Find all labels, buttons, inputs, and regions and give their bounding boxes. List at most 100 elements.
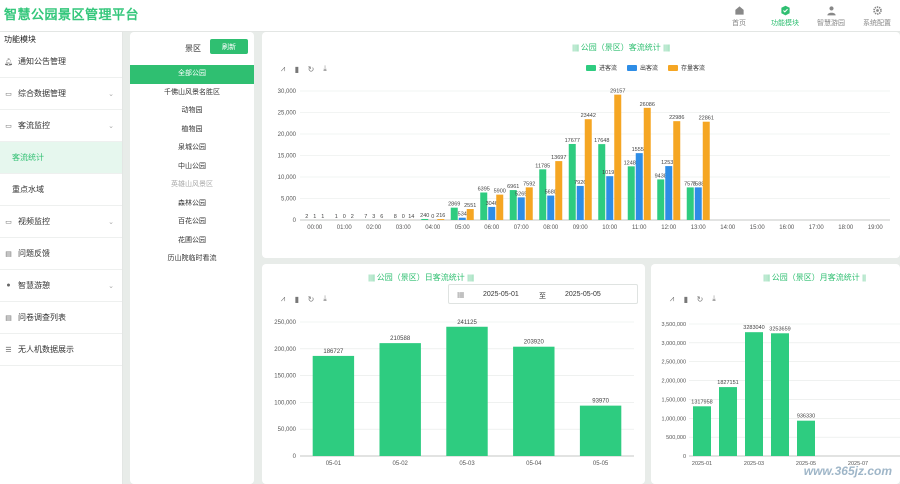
hourly-data-label: 13697 xyxy=(551,155,566,161)
legend-item[interactable]: 存量客流 xyxy=(668,63,705,72)
hourly-bar[interactable] xyxy=(643,107,651,220)
hourly-bar[interactable] xyxy=(568,143,576,220)
hourly-bar[interactable] xyxy=(694,187,702,220)
daily-bar[interactable] xyxy=(579,405,622,456)
tree-item[interactable]: 植物园 xyxy=(181,125,203,133)
tree-item[interactable]: 中山公园 xyxy=(178,162,206,170)
hourly-bar[interactable] xyxy=(421,218,429,220)
daily-data-label: 203920 xyxy=(524,340,545,346)
sidebar-item-6[interactable]: ▤ 问题反馈 xyxy=(0,238,122,270)
hourly-bar[interactable] xyxy=(488,206,496,220)
hourly-bar[interactable] xyxy=(665,166,673,220)
sidebar-item-1[interactable]: ▭ 综合数据管理 ⌄ xyxy=(0,78,122,110)
hourly-bar[interactable] xyxy=(466,209,474,220)
line-chart-icon[interactable]: ⩘ xyxy=(669,294,675,303)
hourly-bar[interactable] xyxy=(450,207,458,220)
sidebar-item-7[interactable]: ● 智慧游憩 ⌄ xyxy=(0,270,122,302)
hourly-bar[interactable] xyxy=(702,121,710,220)
restore-icon[interactable]: ↻ xyxy=(307,64,315,74)
sidebar-item-0[interactable]: 🔔︎ 通知公告管理 xyxy=(0,46,122,78)
line-chart-icon[interactable]: ⩘ xyxy=(280,294,286,303)
tree-item[interactable]: 英雄山风景区 xyxy=(171,181,213,188)
date-from[interactable]: 2025-05-01 xyxy=(483,291,519,298)
hourly-bar[interactable] xyxy=(555,161,563,220)
hourly-bar[interactable] xyxy=(458,217,466,220)
topnav-item-1[interactable]: 功能模块 xyxy=(762,0,808,32)
hourly-data-label: 7592 xyxy=(523,181,535,187)
hourly-bar[interactable] xyxy=(437,219,445,220)
bar-chart-icon[interactable]: ▮ xyxy=(683,294,689,304)
hourly-bar[interactable] xyxy=(509,190,517,220)
daily-flow-card: |||||||| 公园（景区）日客流统计 |||||||| ⩘ ▮ ↻ ⤓ ▦ 202… xyxy=(262,264,645,484)
tree-item[interactable]: 森林公园 xyxy=(178,199,206,207)
hourly-data-label: 6395 xyxy=(478,187,490,193)
daily-bar[interactable] xyxy=(312,355,355,456)
sidebar-item-3[interactable]: 客流统计 xyxy=(0,142,122,174)
x-tick-label: 19:00 xyxy=(868,225,884,231)
hourly-bar[interactable] xyxy=(657,179,665,220)
bar-chart-icon[interactable]: ▮ xyxy=(294,64,300,74)
x-tick-label: 12:00 xyxy=(661,225,677,231)
hourly-bar[interactable] xyxy=(517,197,525,220)
daily-bar[interactable] xyxy=(513,346,555,456)
tree-item[interactable]: 动物园 xyxy=(181,107,203,114)
tree-item[interactable]: 百花公园 xyxy=(178,218,206,225)
hourly-data-label: 2 xyxy=(305,214,308,220)
topnav-item-0[interactable]: 首页 xyxy=(716,0,762,32)
line-chart-icon[interactable]: ⩘ xyxy=(280,64,286,73)
hourly-bar[interactable] xyxy=(673,121,681,220)
hourly-data-label: 5265 xyxy=(515,191,527,197)
restore-icon[interactable]: ↻ xyxy=(696,294,704,304)
date-to[interactable]: 2025-05-05 xyxy=(565,291,601,298)
hourly-bar[interactable] xyxy=(627,166,635,220)
hourly-data-label: 23442 xyxy=(581,113,596,119)
sidebar-item-4[interactable]: 重点水域 xyxy=(0,174,122,206)
hourly-bar[interactable] xyxy=(635,153,643,220)
monthly-bar[interactable] xyxy=(693,406,711,456)
hourly-bar[interactable] xyxy=(539,169,547,220)
download-icon[interactable]: ⤓ xyxy=(323,294,327,303)
sidebar-item-2[interactable]: ▭ 客流监控 ⌄ xyxy=(0,110,122,142)
topnav-item-2[interactable]: 智慧游园 xyxy=(808,0,854,32)
hourly-bar[interactable] xyxy=(576,185,584,220)
hourly-bar[interactable] xyxy=(614,94,622,220)
tree-item[interactable]: 花圃公园 xyxy=(178,236,206,244)
date-range-picker[interactable]: ▦ 2025-05-01 至 2025-05-05 xyxy=(448,284,638,304)
sidebar-item-5[interactable]: ▭ 视频监控 ⌄ xyxy=(0,206,122,238)
restore-icon[interactable]: ↻ xyxy=(307,294,315,304)
hourly-legend: 进客流 出客流 存量客流 xyxy=(586,63,705,72)
topnav-item-3[interactable]: 系统配置 xyxy=(854,0,900,32)
chevron-down-icon: ⌄ xyxy=(108,282,114,290)
x-tick-label: 2025-03 xyxy=(744,461,764,467)
legend-item[interactable]: 出客流 xyxy=(627,63,658,72)
sidebar-item-9[interactable]: ☰ 无人机数据展示 xyxy=(0,334,122,366)
bar-chart-icon[interactable]: ▮ xyxy=(294,294,300,304)
y-tick-label: 15,000 xyxy=(278,154,297,160)
download-icon[interactable]: ⤓ xyxy=(323,64,327,73)
tree-item[interactable]: 泉城公园 xyxy=(178,144,206,151)
daily-bar[interactable] xyxy=(379,343,421,456)
hourly-bar[interactable] xyxy=(584,119,592,220)
hourly-bar[interactable] xyxy=(606,176,614,220)
hourly-bar[interactable] xyxy=(598,144,606,220)
monthly-bar[interactable] xyxy=(719,387,737,456)
refresh-button[interactable]: 刷新 xyxy=(210,39,248,54)
download-icon[interactable]: ⤓ xyxy=(712,294,716,303)
hourly-bar[interactable] xyxy=(480,192,488,220)
x-tick-label: 11:00 xyxy=(632,225,647,231)
monthly-bar[interactable] xyxy=(745,332,763,456)
hourly-bar[interactable] xyxy=(686,187,694,220)
hourly-bar[interactable] xyxy=(496,194,504,220)
daily-bar[interactable] xyxy=(446,326,488,456)
monthly-bar[interactable] xyxy=(797,420,815,456)
tree-item[interactable]: 全部公园 xyxy=(130,65,254,84)
hourly-data-label: 7 xyxy=(364,214,367,220)
hourly-bar[interactable] xyxy=(547,195,555,220)
legend-item[interactable]: 进客流 xyxy=(586,63,617,72)
topnav-label: 首页 xyxy=(732,19,746,27)
tree-item[interactable]: 历山院临时看流 xyxy=(167,255,217,262)
sidebar-item-8[interactable]: ▤ 问卷调查列表 xyxy=(0,302,122,334)
tree-item[interactable]: 千佛山风景名胜区 xyxy=(164,88,220,96)
hourly-bar[interactable] xyxy=(525,187,533,220)
monthly-bar[interactable] xyxy=(771,333,789,456)
